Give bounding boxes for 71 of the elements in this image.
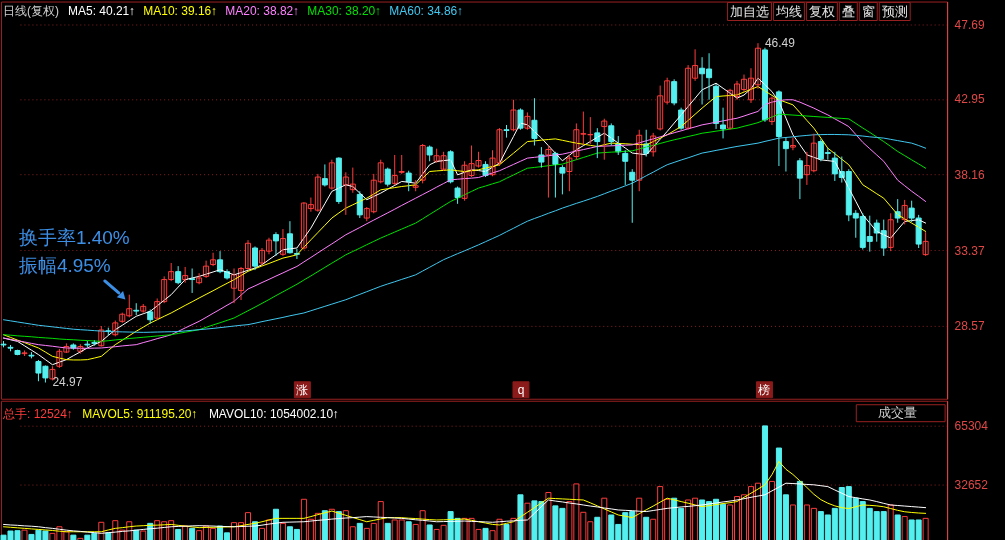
y-tick-label: 42.95: [954, 92, 985, 107]
y-tick-label: 33.37: [954, 243, 985, 258]
candlestick: [426, 145, 433, 162]
annotation: 振幅4.95%: [18, 255, 111, 276]
line-series: [3, 460, 927, 533]
bar: [761, 425, 768, 540]
candlestick: [454, 186, 461, 205]
bar: [321, 510, 328, 540]
annotation: 成交量: [877, 405, 917, 421]
bar: [426, 524, 433, 540]
candlestick: [21, 350, 28, 357]
candlestick: [601, 118, 608, 161]
bar: [384, 522, 391, 540]
chart-title: 日线(复权): [2, 3, 59, 18]
bar: [517, 494, 524, 540]
annotation: 加自选: [730, 3, 770, 19]
bar: [894, 514, 901, 540]
y-tick-label: 32652: [954, 477, 989, 492]
text: 总手: 12524↑: [1, 406, 73, 421]
candlestick: [398, 154, 405, 175]
bar: [133, 529, 140, 540]
text: MA30: 38.20↑: [307, 3, 382, 18]
bar: [594, 516, 601, 540]
candlestick: [503, 124, 510, 139]
text: MA20: 38.82↑: [225, 3, 300, 18]
y-tick-label: 65304: [954, 419, 989, 434]
bar: [503, 523, 510, 540]
y-tick-label: 28.57: [954, 319, 985, 334]
annotation: 窗: [861, 3, 875, 19]
text: MA10: 39.16↑: [143, 3, 218, 18]
bar: [796, 480, 803, 540]
bar: [175, 528, 182, 540]
bar: [335, 511, 342, 540]
candlestick: [84, 340, 91, 348]
line-series: [3, 482, 927, 534]
y-tick-label: 47.69: [954, 17, 985, 32]
candlestick: [510, 99, 517, 132]
bar: [405, 521, 412, 540]
annotation: 复权: [808, 3, 835, 19]
annotation: 46.49: [764, 36, 796, 51]
candlestick: [517, 107, 524, 131]
candlestick: [419, 143, 426, 184]
y-tick-label: 38.16: [954, 168, 985, 183]
text: MA60: 34.86↑: [389, 3, 464, 18]
annotation: q: [517, 382, 525, 397]
candlestick: [28, 351, 35, 359]
bar: [643, 516, 650, 540]
candlestick: [531, 97, 538, 147]
candlestick: [566, 154, 573, 192]
candlestick: [559, 164, 566, 195]
text: MAVOL10: 1054002.10↑: [208, 406, 340, 421]
annotation: 24.97: [52, 375, 83, 390]
annotation: 叠: [841, 3, 855, 19]
candlestick: [545, 145, 552, 199]
candlestick: [0, 340, 7, 348]
bar: [482, 527, 489, 540]
bar: [272, 508, 279, 540]
annotation: 榜: [758, 382, 771, 397]
annotation: 涨: [296, 382, 309, 397]
candlestick: [133, 302, 140, 316]
bar: [356, 522, 363, 540]
annotation: 均线: [774, 3, 802, 19]
candlestick: [922, 231, 929, 257]
text: MA5: 40.21↑: [68, 3, 136, 18]
bar: [189, 527, 196, 540]
text: MAVOL5: 911195.20↑: [82, 406, 198, 421]
annotation: 预测: [881, 3, 908, 19]
candlestick: [7, 344, 14, 352]
bar: [70, 534, 77, 540]
candlestick: [538, 146, 545, 169]
annotation: 换手率1.40%: [18, 227, 130, 249]
